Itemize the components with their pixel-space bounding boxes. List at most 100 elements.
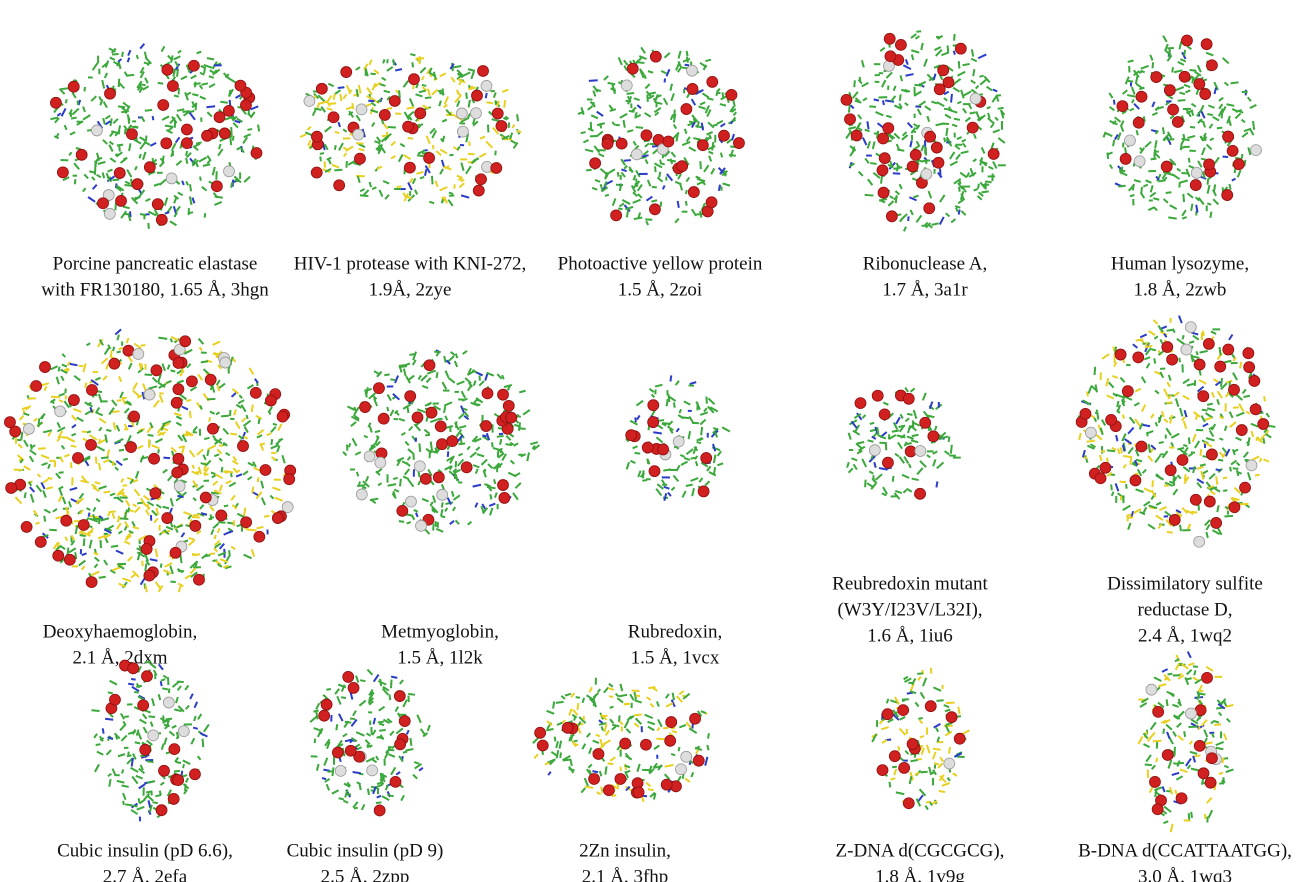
bond — [122, 786, 129, 787]
atom — [718, 130, 729, 141]
bond — [183, 764, 184, 768]
bond — [347, 85, 350, 91]
caption: 1.6 Å, 1iu6 — [867, 625, 953, 646]
bond — [1152, 480, 1153, 487]
bond — [876, 154, 880, 156]
bond — [1102, 354, 1109, 359]
bond — [120, 518, 129, 519]
bond — [1223, 478, 1227, 479]
bond — [1162, 669, 1168, 672]
bond — [164, 738, 166, 745]
bond — [1153, 62, 1154, 68]
bond — [919, 720, 922, 723]
bond — [857, 442, 864, 444]
molecule-panel — [847, 388, 961, 500]
bond — [459, 414, 464, 419]
bond — [407, 107, 415, 108]
bond — [251, 112, 255, 118]
bond — [1239, 404, 1243, 412]
bond — [937, 102, 945, 106]
bond — [1207, 145, 1212, 150]
bond — [145, 78, 148, 83]
atom — [240, 100, 251, 111]
atom — [1206, 60, 1217, 71]
atom — [877, 165, 888, 176]
bond — [391, 142, 395, 146]
atom — [254, 531, 265, 542]
bond — [382, 796, 389, 800]
atom — [86, 577, 97, 588]
bond — [1164, 419, 1167, 423]
bond — [165, 212, 169, 213]
atom — [316, 83, 327, 94]
bond — [209, 76, 214, 78]
atom — [878, 133, 889, 144]
bond — [896, 792, 904, 794]
atom — [1122, 386, 1133, 397]
bond — [416, 172, 423, 174]
bond — [674, 402, 675, 407]
atom — [697, 140, 708, 151]
bond — [1140, 423, 1143, 429]
bond — [977, 196, 981, 200]
bond — [440, 90, 441, 95]
bond — [282, 455, 284, 463]
bond — [633, 141, 635, 145]
bond — [1107, 450, 1115, 451]
bond — [128, 50, 130, 56]
atom — [321, 699, 332, 710]
bond — [868, 440, 874, 441]
bond — [1146, 755, 1151, 762]
bond — [118, 516, 119, 522]
bond — [936, 728, 938, 732]
bond — [117, 400, 122, 401]
bond — [104, 560, 107, 565]
bond — [120, 392, 123, 398]
bond — [1158, 684, 1166, 686]
bond — [1171, 442, 1173, 446]
atom — [1164, 85, 1175, 96]
bond — [459, 426, 466, 428]
bond — [624, 60, 628, 65]
bond — [869, 471, 873, 473]
atom — [220, 357, 231, 368]
bond — [934, 724, 941, 728]
bond — [1242, 133, 1248, 138]
atom — [707, 76, 718, 87]
bond — [676, 381, 679, 385]
bond — [685, 778, 690, 781]
bond — [156, 549, 158, 557]
bond — [192, 554, 200, 555]
atom — [1205, 777, 1216, 788]
atom — [915, 445, 926, 456]
bond — [1218, 391, 1222, 398]
bond — [587, 733, 590, 737]
bond — [420, 177, 424, 178]
bond — [896, 195, 897, 203]
bond — [383, 181, 389, 184]
bond — [946, 128, 947, 136]
bond — [1168, 674, 1173, 675]
bond — [352, 103, 353, 109]
bond — [501, 448, 502, 453]
bond — [862, 83, 869, 87]
bond — [1216, 476, 1217, 484]
bond — [952, 125, 957, 127]
bond — [200, 97, 206, 99]
bond — [367, 733, 371, 736]
bond — [655, 166, 656, 172]
bond — [378, 737, 384, 739]
bond — [259, 419, 260, 424]
bond — [686, 449, 693, 454]
bond — [64, 455, 69, 457]
bond — [409, 117, 411, 121]
bond — [486, 102, 492, 103]
bond — [442, 160, 444, 167]
bond — [1106, 378, 1108, 386]
bond — [1112, 448, 1116, 450]
bond — [24, 440, 28, 446]
bond — [427, 378, 431, 382]
bond — [173, 143, 176, 148]
bond — [954, 51, 955, 55]
bond — [612, 795, 617, 796]
